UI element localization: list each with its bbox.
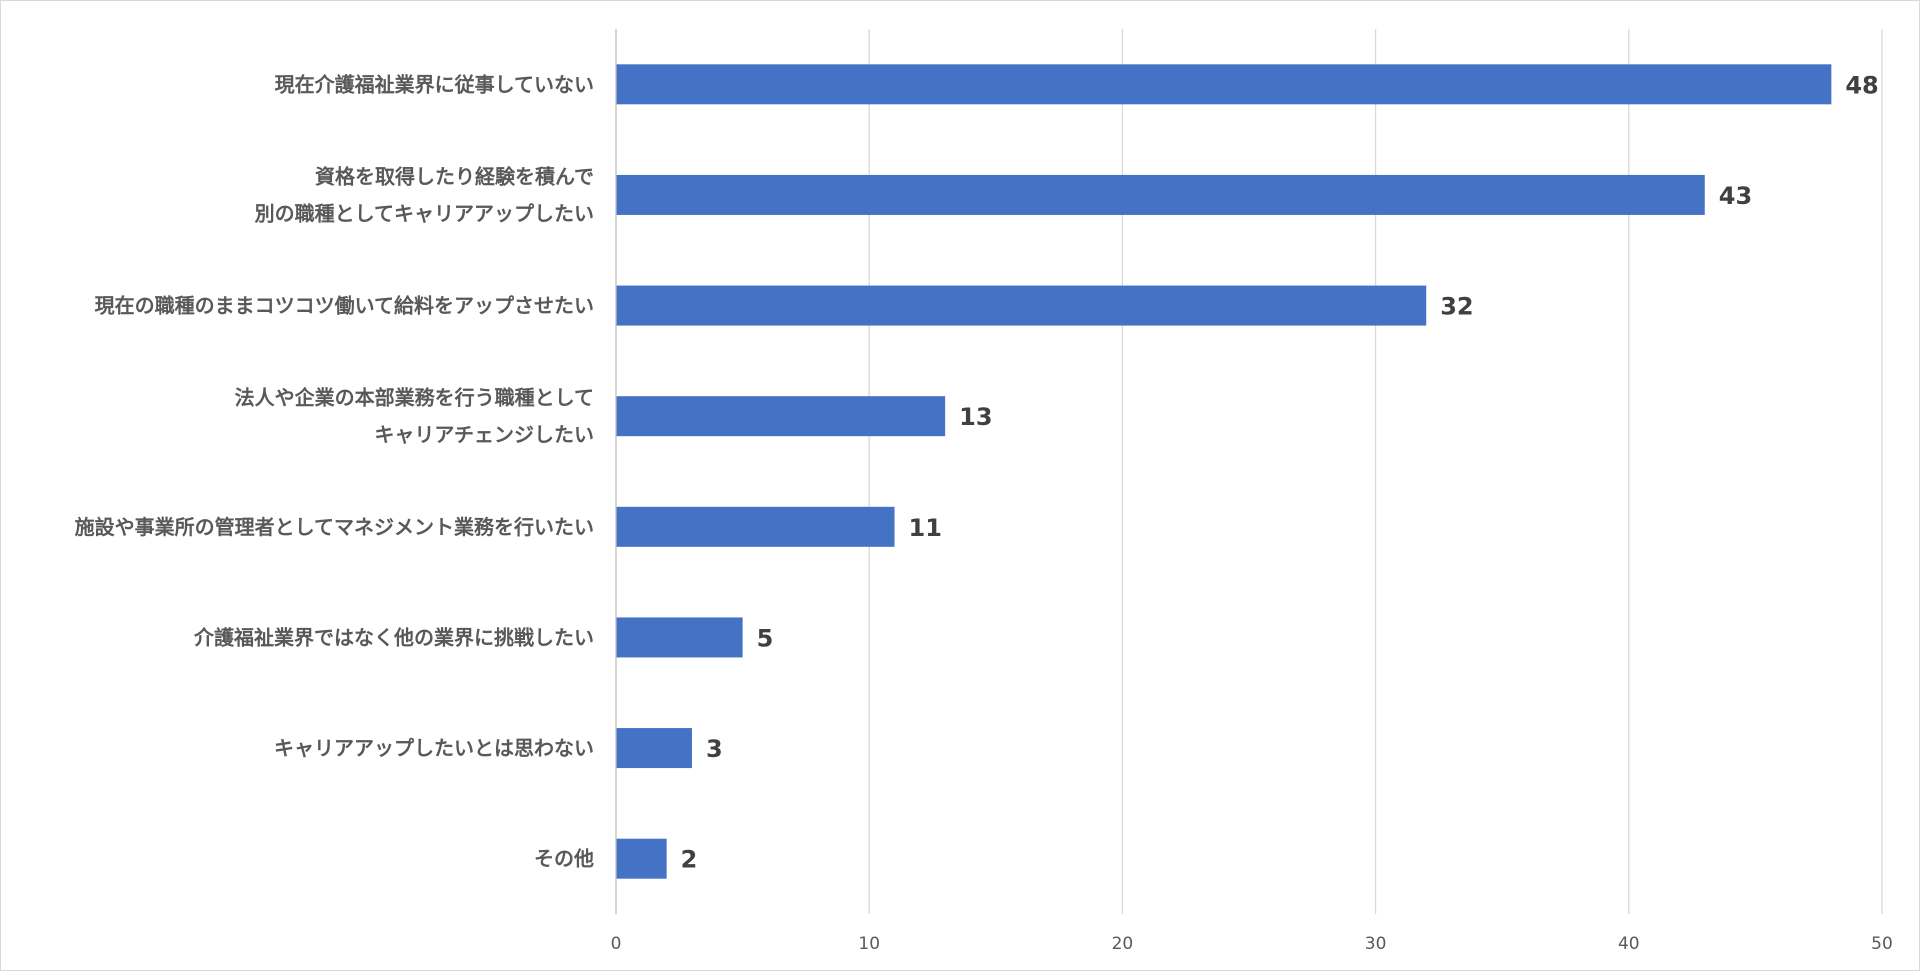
data-label: 32 [1440, 293, 1473, 321]
bar [616, 174, 1705, 215]
category-label: その他 [534, 847, 594, 871]
x-tick-label: 0 [611, 934, 622, 954]
x-tick-label: 40 [1618, 934, 1640, 954]
category-label: 資格を取得したり経験を積んで [315, 164, 594, 188]
bar [616, 285, 1427, 326]
bar [616, 64, 1832, 105]
labels: 0 10 20 30 40 50 48 現在介護福祉業界に従事していない 43 資格を取得したり経… [75, 71, 1893, 954]
bar [616, 838, 667, 879]
bar [616, 728, 692, 769]
gridlines [868, 29, 1883, 914]
data-label: 3 [706, 735, 723, 763]
data-label: 2 [681, 846, 698, 874]
category-label: キャリアチェンジしたい [374, 423, 594, 447]
x-tick-label: 30 [1365, 934, 1387, 954]
category-label: 介護福祉業界ではなく他の業界に挑戦したい [193, 625, 594, 649]
bars [616, 64, 1832, 879]
x-tick-label: 50 [1871, 934, 1893, 954]
x-tick-label: 20 [1112, 934, 1134, 954]
bar [616, 617, 743, 658]
data-label: 48 [1845, 71, 1878, 99]
data-label: 13 [959, 403, 992, 431]
bar [616, 396, 946, 437]
x-tick-label: 10 [858, 934, 880, 954]
data-label: 11 [909, 514, 942, 542]
category-label: 現在介護福祉業界に従事していない [275, 72, 594, 96]
category-label: キャリアアップしたいとは思わない [274, 736, 594, 760]
data-label: 5 [757, 624, 774, 652]
category-label: 施設や事業所の管理者としてマネジメント業務を行いたい [75, 515, 594, 539]
category-label: 別の職種としてキャリアアップしたい [255, 201, 594, 225]
category-label: 法人や企業の本部業務を行う職種として [235, 386, 594, 410]
bar [616, 506, 895, 547]
category-label: 現在の職種のままコツコツ働いて給料をアップさせたい [95, 294, 594, 318]
data-label: 43 [1719, 182, 1752, 210]
